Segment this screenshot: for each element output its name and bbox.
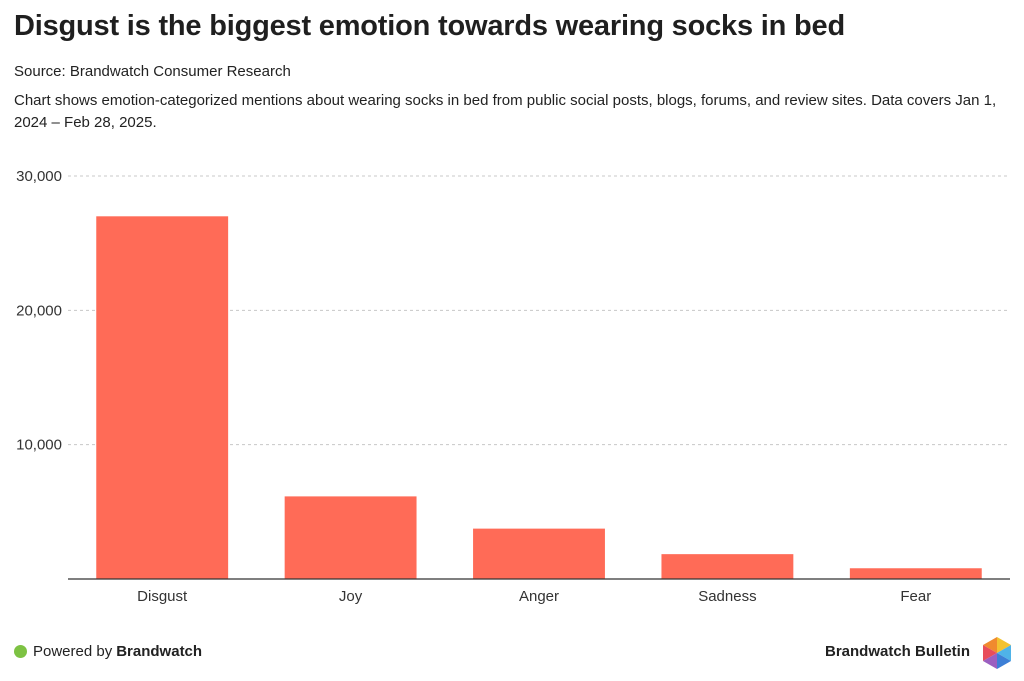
x-tick-label: Disgust xyxy=(137,588,188,605)
brandwatch-hexagon-logo-icon xyxy=(983,637,1011,669)
chart-title: Disgust is the biggest emotion towards w… xyxy=(14,10,845,42)
x-tick-label: Anger xyxy=(519,588,559,605)
powered-by: Powered by Brandwatch xyxy=(14,643,202,660)
powered-by-prefix: Powered by xyxy=(33,643,113,660)
axes: 10,000 20,000 30,000 Disgust Joy Anger Sadness… xyxy=(16,168,1010,605)
bar-fear xyxy=(849,568,982,579)
powered-by-brand: Brandwatch xyxy=(116,643,203,660)
chart-description: Chart shows emotion-categorized mentions… xyxy=(14,92,997,131)
x-tick-label: Sadness xyxy=(698,588,756,605)
bar-sadness xyxy=(661,554,794,579)
y-tick-label: 20,000 xyxy=(16,302,62,319)
y-tick-label: 10,000 xyxy=(16,437,62,454)
chart-source: Source: Brandwatch Consumer Research xyxy=(14,63,291,80)
bar-joy xyxy=(284,496,417,579)
bars xyxy=(96,216,982,580)
green-dot-icon xyxy=(14,645,27,658)
y-tick-label: 30,000 xyxy=(16,168,62,185)
brandwatch-bulletin-label: Brandwatch Bulletin xyxy=(824,643,970,660)
bar-anger xyxy=(473,528,605,579)
x-tick-label: Fear xyxy=(900,588,931,605)
bar-disgust xyxy=(96,216,229,580)
x-tick-label: Joy xyxy=(339,588,363,605)
